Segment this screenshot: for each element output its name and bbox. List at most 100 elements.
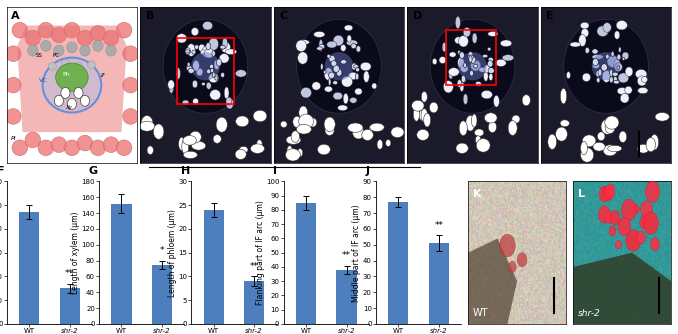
Ellipse shape (607, 145, 622, 152)
Ellipse shape (615, 80, 620, 84)
Ellipse shape (87, 61, 96, 68)
Ellipse shape (502, 55, 514, 61)
Ellipse shape (12, 140, 28, 156)
Ellipse shape (419, 110, 427, 121)
Ellipse shape (195, 45, 199, 49)
Ellipse shape (187, 62, 190, 67)
Ellipse shape (221, 42, 231, 53)
Ellipse shape (484, 113, 497, 123)
Ellipse shape (348, 72, 358, 80)
Ellipse shape (192, 50, 196, 54)
Ellipse shape (370, 123, 384, 132)
Ellipse shape (185, 50, 190, 53)
Text: WT: WT (473, 308, 489, 318)
Ellipse shape (123, 46, 138, 61)
Ellipse shape (193, 80, 198, 88)
Ellipse shape (77, 30, 93, 46)
Ellipse shape (618, 55, 621, 59)
Ellipse shape (610, 69, 613, 77)
Ellipse shape (638, 88, 648, 94)
Ellipse shape (458, 35, 468, 47)
Ellipse shape (90, 25, 106, 41)
Ellipse shape (188, 68, 194, 73)
Ellipse shape (459, 121, 467, 136)
Ellipse shape (296, 124, 311, 134)
Ellipse shape (421, 109, 428, 122)
Circle shape (508, 261, 516, 273)
Ellipse shape (464, 63, 466, 68)
Ellipse shape (605, 121, 615, 134)
Text: **: ** (65, 269, 74, 278)
Ellipse shape (291, 131, 300, 142)
Ellipse shape (463, 94, 468, 105)
Text: H: H (181, 166, 191, 176)
Bar (111, 204, 132, 324)
Ellipse shape (319, 39, 323, 51)
Ellipse shape (471, 56, 475, 63)
Ellipse shape (213, 135, 221, 143)
Ellipse shape (329, 55, 335, 62)
Ellipse shape (625, 67, 633, 76)
Bar (19, 212, 39, 324)
Bar (336, 270, 357, 324)
Ellipse shape (494, 96, 499, 107)
Ellipse shape (323, 70, 326, 74)
Ellipse shape (460, 52, 464, 59)
Ellipse shape (235, 70, 246, 77)
Ellipse shape (317, 47, 323, 50)
Ellipse shape (106, 45, 116, 56)
Ellipse shape (350, 98, 357, 103)
Ellipse shape (482, 54, 488, 58)
Ellipse shape (560, 88, 567, 104)
Ellipse shape (212, 72, 215, 77)
Ellipse shape (167, 80, 174, 89)
Ellipse shape (116, 140, 132, 156)
Ellipse shape (487, 31, 498, 36)
Ellipse shape (563, 19, 648, 113)
Ellipse shape (433, 58, 437, 64)
Ellipse shape (476, 139, 490, 152)
Ellipse shape (348, 123, 363, 132)
Ellipse shape (412, 100, 424, 111)
Ellipse shape (185, 48, 191, 55)
Ellipse shape (338, 105, 348, 111)
Ellipse shape (250, 144, 264, 153)
Ellipse shape (614, 63, 622, 71)
Ellipse shape (456, 16, 460, 29)
Text: Ph: Ph (63, 72, 71, 77)
Ellipse shape (620, 94, 629, 103)
Ellipse shape (216, 117, 227, 132)
Ellipse shape (54, 45, 64, 56)
Ellipse shape (324, 117, 336, 132)
Ellipse shape (64, 140, 80, 156)
Ellipse shape (512, 115, 520, 123)
Ellipse shape (186, 65, 192, 70)
Ellipse shape (225, 49, 237, 54)
Ellipse shape (66, 42, 77, 53)
Ellipse shape (611, 51, 614, 57)
Ellipse shape (123, 109, 138, 124)
Circle shape (645, 181, 660, 202)
Ellipse shape (333, 92, 342, 100)
Text: E: E (546, 11, 554, 21)
Ellipse shape (190, 131, 201, 143)
Ellipse shape (363, 71, 370, 82)
Ellipse shape (622, 52, 629, 59)
Ellipse shape (38, 140, 54, 156)
Circle shape (641, 201, 652, 217)
Ellipse shape (372, 83, 377, 89)
Ellipse shape (637, 76, 647, 86)
Ellipse shape (582, 73, 591, 81)
Bar (428, 243, 449, 324)
Ellipse shape (324, 68, 333, 80)
Ellipse shape (317, 144, 330, 155)
Ellipse shape (463, 27, 471, 37)
Circle shape (605, 211, 613, 223)
Ellipse shape (287, 146, 293, 158)
Ellipse shape (481, 91, 492, 99)
Y-axis label: Flanking part of IF arc (μm): Flanking part of IF arc (μm) (256, 200, 264, 305)
Ellipse shape (210, 68, 214, 73)
Circle shape (603, 186, 613, 201)
Ellipse shape (187, 44, 195, 56)
Ellipse shape (300, 88, 311, 98)
